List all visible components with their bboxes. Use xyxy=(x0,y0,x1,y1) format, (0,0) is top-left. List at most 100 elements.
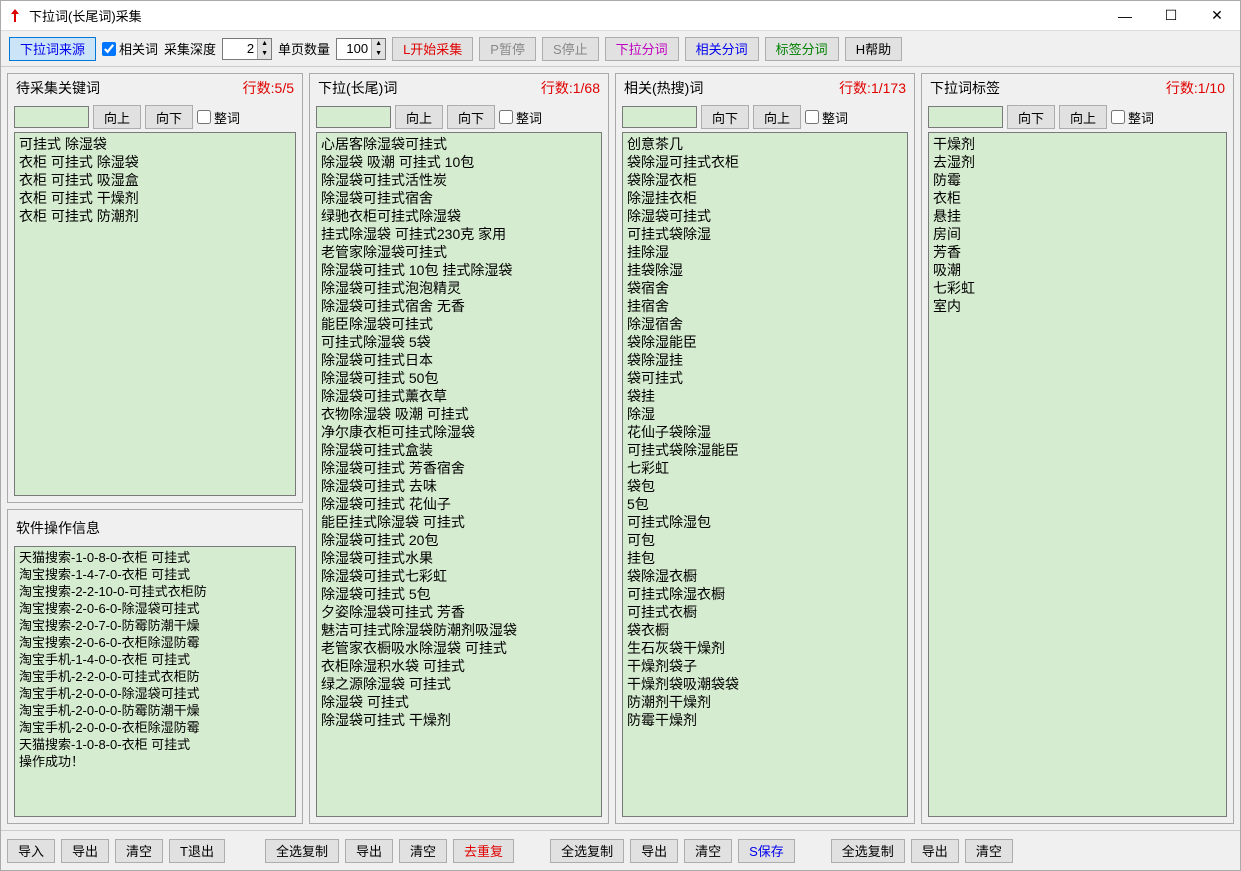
stop-button[interactable]: S停止 xyxy=(542,37,599,61)
start-button[interactable]: L开始采集 xyxy=(392,37,473,61)
list-item[interactable]: 天猫搜索-1-0-8-0-衣柜 可挂式 xyxy=(19,736,291,753)
list-item[interactable]: 心居客除湿袋可挂式 xyxy=(321,135,597,153)
close-button[interactable]: ✕ xyxy=(1194,1,1240,30)
list-item[interactable]: 干燥剂袋子 xyxy=(627,657,903,675)
list-item[interactable]: 除湿袋可挂式 花仙子 xyxy=(321,495,597,513)
list-item[interactable]: 夕姿除湿袋可挂式 芳香 xyxy=(321,603,597,621)
list-item[interactable]: 淘宝手机-1-4-0-0-衣柜 可挂式 xyxy=(19,651,291,668)
list-item[interactable]: 去湿剂 xyxy=(933,153,1222,171)
list-item[interactable]: 除湿袋 可挂式 xyxy=(321,693,597,711)
maximize-button[interactable]: ☐ xyxy=(1148,1,1194,30)
list-item[interactable]: 除湿 xyxy=(627,405,903,423)
related-whole-checkbox[interactable]: 整词 xyxy=(805,108,848,127)
list-item[interactable]: 淘宝手机-2-2-0-0-可挂式衣柜防 xyxy=(19,668,291,685)
list-item[interactable]: 能臣除湿袋可挂式 xyxy=(321,315,597,333)
list-item[interactable]: 淘宝搜索-2-0-7-0-防霉防潮干燥 xyxy=(19,617,291,634)
export-button-4[interactable]: 导出 xyxy=(911,839,959,863)
clear-button-3[interactable]: 清空 xyxy=(684,839,732,863)
page-size-spinner[interactable]: ▲▼ xyxy=(336,38,386,60)
pause-button[interactable]: P暂停 xyxy=(479,37,536,61)
list-item[interactable]: 袋挂 xyxy=(627,387,903,405)
dropdown-filter-input[interactable] xyxy=(316,106,391,128)
list-item[interactable]: 袋包 xyxy=(627,477,903,495)
depth-down[interactable]: ▼ xyxy=(257,49,271,59)
list-item[interactable]: 淘宝手机-2-0-0-0-除湿袋可挂式 xyxy=(19,685,291,702)
list-item[interactable]: 除湿袋可挂式盒装 xyxy=(321,441,597,459)
list-item[interactable]: 衣柜 可挂式 除湿袋 xyxy=(19,153,291,171)
dropdown-whole-checkbox[interactable]: 整词 xyxy=(499,108,542,127)
list-item[interactable]: 防霉 xyxy=(933,171,1222,189)
list-item[interactable]: 可挂式衣橱 xyxy=(627,603,903,621)
list-item[interactable]: 绿驰衣柜可挂式除湿袋 xyxy=(321,207,597,225)
export-button-2[interactable]: 导出 xyxy=(345,839,393,863)
list-item[interactable]: 淘宝手机-2-0-0-0-防霉防潮干燥 xyxy=(19,702,291,719)
clear-button-1[interactable]: 清空 xyxy=(115,839,163,863)
clear-button-4[interactable]: 清空 xyxy=(965,839,1013,863)
list-item[interactable]: 袋除湿能臣 xyxy=(627,333,903,351)
list-item[interactable]: 挂宿舍 xyxy=(627,297,903,315)
list-item[interactable]: 净尔康衣柜可挂式除湿袋 xyxy=(321,423,597,441)
list-item[interactable]: 可挂式除湿袋 5袋 xyxy=(321,333,597,351)
list-item[interactable]: 淘宝搜索-1-4-7-0-衣柜 可挂式 xyxy=(19,566,291,583)
related-filter-input[interactable] xyxy=(622,106,697,128)
list-item[interactable]: 除湿袋可挂式 20包 xyxy=(321,531,597,549)
list-item[interactable]: 除湿宿舍 xyxy=(627,315,903,333)
export-button-1[interactable]: 导出 xyxy=(61,839,109,863)
list-item[interactable]: 防霉干燥剂 xyxy=(627,711,903,729)
keywords-down-button[interactable]: 向下 xyxy=(145,105,193,129)
related-checkbox-input[interactable] xyxy=(102,42,116,56)
list-item[interactable]: 除湿袋可挂式水果 xyxy=(321,549,597,567)
list-item[interactable]: 除湿袋可挂式 10包 挂式除湿袋 xyxy=(321,261,597,279)
list-item[interactable]: 衣柜 xyxy=(933,189,1222,207)
list-item[interactable]: 可挂式除湿包 xyxy=(627,513,903,531)
list-item[interactable]: 可挂式 除湿袋 xyxy=(19,135,291,153)
dedup-button[interactable]: 去重复 xyxy=(453,839,514,863)
export-button-3[interactable]: 导出 xyxy=(630,839,678,863)
seg-related-button[interactable]: 相关分词 xyxy=(685,37,759,61)
list-item[interactable]: 芳香 xyxy=(933,243,1222,261)
list-item[interactable]: 衣柜 可挂式 干燥剂 xyxy=(19,189,291,207)
clear-button-2[interactable]: 清空 xyxy=(399,839,447,863)
list-item[interactable]: 吸潮 xyxy=(933,261,1222,279)
save-button[interactable]: S保存 xyxy=(738,839,795,863)
list-item[interactable]: 除湿袋可挂式日本 xyxy=(321,351,597,369)
list-item[interactable]: 5包 xyxy=(627,495,903,513)
list-item[interactable]: 老管家衣橱吸水除湿袋 可挂式 xyxy=(321,639,597,657)
list-item[interactable]: 天猫搜索-1-0-8-0-衣柜 可挂式 xyxy=(19,549,291,566)
list-item[interactable]: 袋宿舍 xyxy=(627,279,903,297)
depth-spinner[interactable]: ▲▼ xyxy=(222,38,272,60)
list-item[interactable]: 七彩虹 xyxy=(627,459,903,477)
list-item[interactable]: 挂式除湿袋 可挂式230克 家用 xyxy=(321,225,597,243)
list-item[interactable]: 除湿袋可挂式 xyxy=(627,207,903,225)
related-list[interactable]: 创意茶几袋除湿可挂式衣柜袋除湿衣柜除湿挂衣柜除湿袋可挂式可挂式袋除湿挂除湿挂袋除… xyxy=(622,132,908,817)
list-item[interactable]: 挂袋除湿 xyxy=(627,261,903,279)
list-item[interactable]: 干燥剂袋吸潮袋袋 xyxy=(627,675,903,693)
import-button[interactable]: 导入 xyxy=(7,839,55,863)
dropdown-down-button[interactable]: 向下 xyxy=(447,105,495,129)
list-item[interactable]: 除湿袋可挂式泡泡精灵 xyxy=(321,279,597,297)
list-item[interactable]: 房间 xyxy=(933,225,1222,243)
list-item[interactable]: 魅洁可挂式除湿袋防潮剂吸湿袋 xyxy=(321,621,597,639)
page-size-down[interactable]: ▼ xyxy=(371,49,385,59)
dropdown-up-button[interactable]: 向上 xyxy=(395,105,443,129)
list-item[interactable]: 防潮剂干燥剂 xyxy=(627,693,903,711)
list-item[interactable]: 干燥剂 xyxy=(933,135,1222,153)
keywords-filter-input[interactable] xyxy=(14,106,89,128)
copy-all-button-3[interactable]: 全选复制 xyxy=(550,839,624,863)
list-item[interactable]: 袋可挂式 xyxy=(627,369,903,387)
related-checkbox[interactable]: 相关词 xyxy=(102,39,158,58)
list-item[interactable]: 除湿袋可挂式 芳香宿舍 xyxy=(321,459,597,477)
list-item[interactable]: 衣柜 可挂式 防潮剂 xyxy=(19,207,291,225)
keywords-list[interactable]: 可挂式 除湿袋衣柜 可挂式 除湿袋衣柜 可挂式 吸湿盒衣柜 可挂式 干燥剂衣柜 … xyxy=(14,132,296,496)
list-item[interactable]: 除湿袋可挂式 5包 xyxy=(321,585,597,603)
list-item[interactable]: 淘宝搜索-2-0-6-0-除湿袋可挂式 xyxy=(19,600,291,617)
list-item[interactable]: 除湿袋可挂式宿舍 xyxy=(321,189,597,207)
list-item[interactable]: 创意茶几 xyxy=(627,135,903,153)
list-item[interactable]: 绿之源除湿袋 可挂式 xyxy=(321,675,597,693)
list-item[interactable]: 室内 xyxy=(933,297,1222,315)
list-item[interactable]: 可包 xyxy=(627,531,903,549)
list-item[interactable]: 除湿袋可挂式活性炭 xyxy=(321,171,597,189)
list-item[interactable]: 除湿袋 吸潮 可挂式 10包 xyxy=(321,153,597,171)
related-up-button[interactable]: 向上 xyxy=(753,105,801,129)
list-item[interactable]: 老管家除湿袋可挂式 xyxy=(321,243,597,261)
